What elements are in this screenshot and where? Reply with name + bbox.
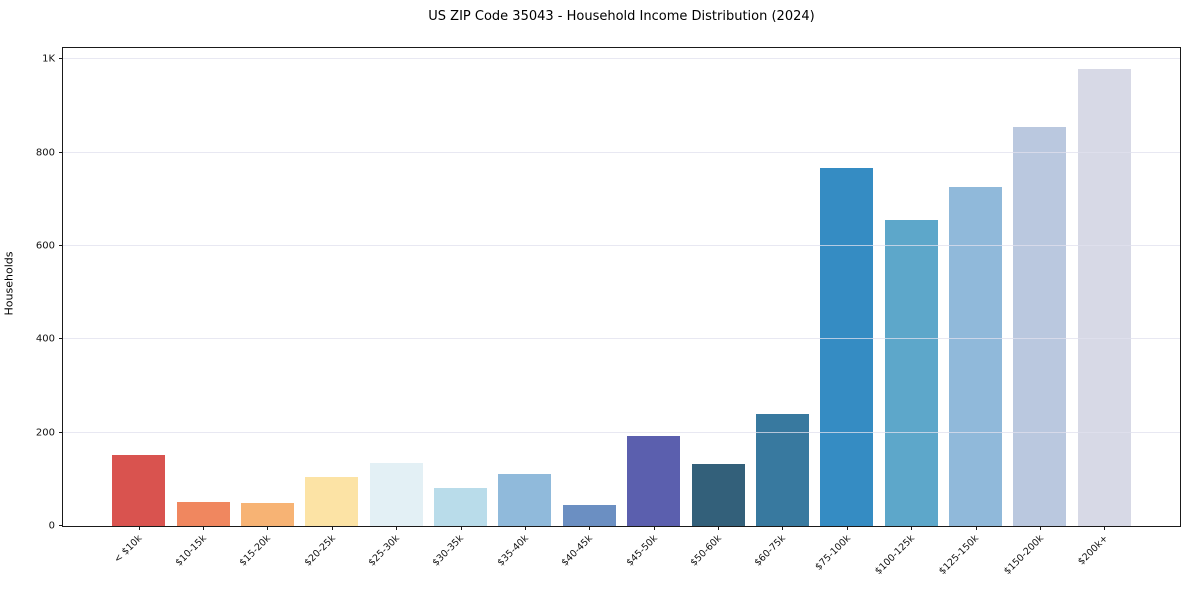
x-tick-mark	[589, 526, 591, 530]
x-tick-mark	[331, 526, 333, 530]
x-tick-label-text: $60-75k	[752, 533, 789, 569]
x-tick-mark	[460, 526, 462, 530]
bar	[627, 436, 681, 526]
plot-area: < $10k $10-15k $15-20k $20-25k $25-30k $30-35…	[36, 47, 1181, 577]
x-tick-mark	[1104, 526, 1106, 530]
x-tick-mark	[138, 526, 140, 530]
x-tick-mark	[975, 526, 977, 530]
x-tick-mark	[396, 526, 398, 530]
gridline	[63, 58, 1180, 60]
bar	[884, 220, 938, 526]
bar	[240, 503, 294, 526]
x-tick-mark	[782, 526, 784, 530]
y-tick-mark	[59, 431, 63, 433]
bar	[691, 464, 745, 526]
x-tick-label-text: $100-125k	[872, 533, 917, 578]
x-tick-label-text: $75-100k	[812, 533, 853, 573]
bar	[948, 186, 1003, 526]
bar	[562, 505, 616, 526]
chart-title: US ZIP Code 35043 - Household Income Dis…	[428, 9, 815, 24]
y-axis-title: Households	[2, 251, 16, 316]
x-tick-mark	[653, 526, 655, 530]
bar	[112, 455, 166, 526]
bar	[1077, 69, 1131, 526]
x-tick-label-text: $30-35k	[430, 533, 467, 569]
x-tick-label-text: $35-40k	[495, 533, 531, 569]
x-tick-label-text: $125-150k	[937, 533, 982, 578]
x-tick-mark	[718, 526, 720, 530]
gridline	[63, 244, 1180, 246]
x-tick-label-text: $20-25k	[302, 533, 338, 569]
x-tick-mark	[911, 526, 913, 530]
x-tick-mark	[846, 526, 848, 530]
x-tick-label-text: $10-15k	[173, 533, 209, 569]
y-tick-mark	[59, 244, 63, 246]
y-tick-mark	[59, 58, 63, 60]
x-tick-label-text: $150-200k	[1001, 533, 1046, 578]
bar	[1013, 126, 1067, 526]
bar	[176, 501, 230, 526]
y-tick-label: 200	[35, 427, 55, 439]
y-tick-label: 1K	[42, 53, 55, 65]
y-tick-label: 800	[35, 147, 55, 159]
gridline	[63, 338, 1180, 340]
x-tick-label-text: $40-45k	[559, 533, 596, 569]
x-tick-mark	[203, 526, 205, 530]
x-tick-label-text: $45-50k	[623, 533, 660, 569]
bar	[820, 167, 874, 526]
bar	[434, 488, 488, 526]
y-tick-mark	[59, 338, 63, 340]
x-tick-label-text: $25-30k	[366, 533, 402, 569]
bar	[498, 474, 552, 526]
bar	[305, 477, 359, 526]
y-tick-mark	[59, 151, 63, 153]
x-tick-label-text: $50-60k	[688, 533, 724, 569]
x-tick-label-text: $200k+	[1075, 533, 1111, 568]
gridline	[63, 151, 1180, 153]
y-tick-label: 600	[35, 240, 55, 252]
y-tick-label: 0	[48, 520, 55, 532]
y-tick-mark	[59, 525, 63, 526]
gridline	[63, 431, 1180, 433]
x-tick-mark	[524, 526, 526, 530]
y-tick-label: 400	[35, 333, 55, 345]
x-tick-label-text: $15-20k	[237, 533, 274, 569]
bar	[755, 414, 809, 526]
x-tick-mark	[267, 526, 269, 530]
x-tick-label-text: < $10k	[112, 533, 145, 566]
bar	[369, 463, 423, 526]
x-tick-mark	[1039, 526, 1041, 530]
